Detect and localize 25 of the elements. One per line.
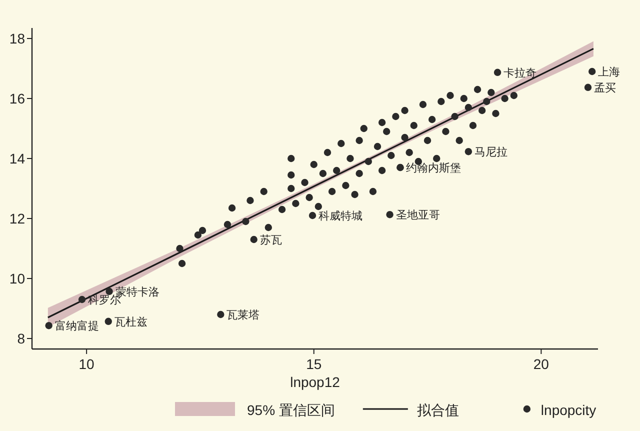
annotation: 孟买: [594, 82, 616, 94]
annotation: 科威特城: [318, 210, 362, 222]
y-tick-label: 12: [9, 210, 26, 226]
annotation: 瓦杜兹: [114, 315, 148, 328]
legend-label: lnpopcity: [540, 402, 596, 418]
x-axis-title: lnpop12: [290, 374, 340, 390]
x-tick-label: 15: [306, 356, 322, 372]
annotation: 苏瓦: [260, 234, 282, 246]
annotation: 马尼拉: [474, 146, 508, 159]
annotation: 上海: [598, 66, 620, 78]
annotation: 圣地亚哥: [396, 208, 440, 222]
annotation: 瓦莱塔: [226, 308, 260, 322]
y-tick-label: 18: [9, 30, 26, 46]
x-tick-label: 10: [78, 356, 95, 372]
legend-label: 拟合值: [416, 402, 459, 418]
annotation: 科罗尔: [88, 294, 122, 306]
y-tick-label: 14: [9, 150, 26, 166]
annotation: 卡拉奇: [504, 66, 537, 80]
annotation: 富纳富提: [54, 320, 99, 333]
y-tick-label: 8: [17, 330, 26, 346]
y-tick-label: 10: [9, 270, 26, 286]
text: 95% 置信区间: [247, 402, 335, 418]
annotation: 约翰内斯堡: [406, 162, 462, 174]
x-tick-label: 20: [533, 356, 550, 372]
y-tick-label: 16: [9, 90, 26, 106]
